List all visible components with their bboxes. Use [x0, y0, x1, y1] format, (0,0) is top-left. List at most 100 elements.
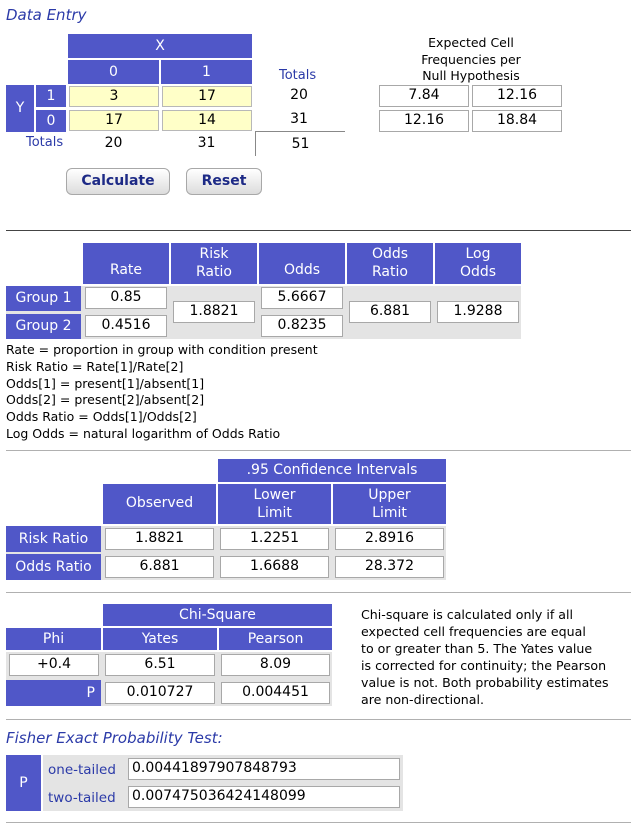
risk-ratio-value: 1.8821	[173, 301, 255, 323]
ci-odds-upper: 28.372	[335, 556, 444, 578]
ci-header: .95 Confidence Intervals	[218, 459, 446, 482]
y-label: Y	[6, 85, 34, 132]
col-total-0: 20	[104, 135, 123, 151]
ci-col-upper-line-2: Limit	[372, 505, 407, 521]
col-odds-header: Odds	[259, 243, 345, 284]
chi-note-line: value is not. Both probability estimates	[361, 674, 609, 690]
note-risk-ratio: Risk Ratio = Rate[1]/Rate[2]	[6, 358, 184, 374]
col-rate-label: Rate	[109, 262, 143, 278]
log-odds-value: 1.9288	[437, 301, 519, 323]
x-col-1-header: 1	[161, 60, 252, 84]
row-total-0: 31	[290, 111, 308, 127]
ci-row-risk-label: Risk Ratio	[6, 526, 101, 552]
ci-col-observed-label: Observed	[125, 495, 194, 511]
group1-rate: 0.85	[85, 287, 167, 309]
expected-title-line-1: Expected Cell	[428, 35, 514, 50]
cell-input-r0c1[interactable]: 14	[162, 110, 252, 131]
col-oddsratio-line-2: Ratio	[372, 264, 408, 280]
divider	[6, 822, 631, 823]
note-odds-ratio: Odds Ratio = Odds[1]/Odds[2]	[6, 409, 197, 425]
yates-value: 6.51	[105, 654, 215, 676]
expected-r0c0: 12.16	[379, 110, 469, 132]
one-tailed-value: 0.00441897907848793	[128, 758, 400, 780]
chi-p-label: P	[6, 680, 101, 706]
divider	[6, 719, 631, 720]
chi-header: Chi-Square	[103, 604, 332, 626]
col-total-1: 31	[197, 135, 216, 151]
col-oddsratio-line-1: Odds	[371, 246, 409, 262]
col-logodds-line-1: Log	[465, 246, 491, 262]
ci-row-odds-label: Odds Ratio	[6, 554, 101, 580]
divider	[6, 592, 631, 593]
cell-input-r1c1[interactable]: 17	[162, 86, 252, 107]
group2-label: Group 2	[6, 314, 81, 339]
y-row-0-label: 0	[36, 110, 66, 132]
ci-risk-lower: 1.2251	[220, 528, 329, 550]
col-risk-header: Risk Ratio	[171, 243, 257, 284]
rates-notes: Rate = proportion in group with conditio…	[6, 342, 318, 443]
expected-r0c1: 18.84	[472, 110, 562, 132]
two-tailed-label: two-tailed	[48, 790, 116, 806]
ci-risk-upper: 2.8916	[335, 528, 444, 550]
two-tailed-value: 0.007475036424148099	[128, 786, 400, 808]
chi-col-phi: Phi	[6, 628, 101, 650]
odds-ratio-value: 6.881	[349, 301, 431, 323]
fisher-p-label: P	[6, 755, 41, 811]
expected-title: Expected Cell Frequencies per Null Hypot…	[380, 35, 562, 85]
col-risk-line-1: Risk	[199, 246, 229, 262]
col-rate-header: Rate	[83, 243, 169, 284]
chi-note-line: Chi-square is calculated only if all	[361, 607, 574, 622]
chi-note-line: expected cell frequencies are equal	[361, 623, 586, 639]
pearson-value: 8.09	[221, 654, 330, 676]
reset-button[interactable]: Reset	[186, 168, 262, 195]
phi-value: +0.4	[9, 654, 99, 676]
note-rate: Rate = proportion in group with conditio…	[6, 342, 318, 357]
note-odds-2: Odds[2] = present[2]/absent[2]	[6, 392, 205, 408]
ci-col-upper-line-1: Upper	[368, 487, 411, 503]
p-yates-value: 0.010727	[105, 682, 215, 704]
col-odds-label: Odds	[283, 262, 321, 278]
chi-col-pearson: Pearson	[219, 628, 332, 650]
chi-note-line: are non-directional.	[361, 691, 484, 707]
ci-col-upper: Upper Limit	[333, 484, 446, 524]
col-logodds-header: Log Odds	[435, 243, 521, 284]
p-pearson-value: 0.004451	[221, 682, 330, 704]
chi-note-line: to or greater than 5. The Yates value	[361, 640, 593, 656]
col-logodds-line-2: Odds	[459, 264, 497, 280]
expected-r1c1: 12.16	[472, 85, 562, 107]
grand-total-frame: 51	[255, 131, 345, 156]
one-tailed-label: one-tailed	[48, 762, 116, 778]
divider	[6, 230, 631, 231]
chi-col-yates: Yates	[103, 628, 217, 650]
data-entry-title: Data Entry	[6, 6, 87, 24]
ci-odds-observed: 6.881	[105, 556, 214, 578]
grand-total: 51	[291, 136, 310, 152]
x-col-0-header: 0	[68, 60, 159, 84]
group1-label: Group 1	[6, 286, 81, 311]
chi-note: Chi-square is calculated only if all exp…	[361, 607, 629, 708]
cell-input-r1c0[interactable]: 3	[69, 86, 159, 107]
ci-risk-observed: 1.8821	[105, 528, 214, 550]
group2-rate: 0.4516	[85, 315, 167, 337]
divider	[6, 450, 631, 451]
y-row-1-label: 1	[36, 85, 66, 107]
totals-row-label: Totals	[26, 135, 64, 150]
note-odds-1: Odds[1] = present[1]/absent[1]	[6, 375, 205, 391]
chi-note-line: is corrected for continuity; the Pearson	[361, 657, 607, 673]
calculate-button[interactable]: Calculate	[66, 168, 170, 195]
col-oddsratio-header: Odds Ratio	[347, 243, 433, 284]
cell-input-r0c0[interactable]: 17	[69, 110, 159, 131]
expected-title-line-2: Frequencies per	[421, 51, 521, 67]
ci-col-observed: Observed	[103, 484, 216, 524]
expected-title-line-3: Null Hypothesis	[422, 68, 520, 83]
expected-r1c0: 7.84	[379, 85, 469, 107]
note-log-odds: Log Odds = natural logarithm of Odds Rat…	[6, 425, 281, 441]
group2-odds: 0.8235	[261, 315, 343, 337]
totals-col-label: Totals	[279, 68, 317, 83]
fisher-title: Fisher Exact Probability Test:	[6, 729, 223, 747]
ci-col-lower: Lower Limit	[218, 484, 331, 524]
ci-col-lower-line-2: Limit	[257, 505, 292, 521]
x-header: X	[68, 34, 252, 58]
col-risk-line-2: Ratio	[196, 264, 232, 280]
row-total-1: 20	[290, 87, 308, 103]
